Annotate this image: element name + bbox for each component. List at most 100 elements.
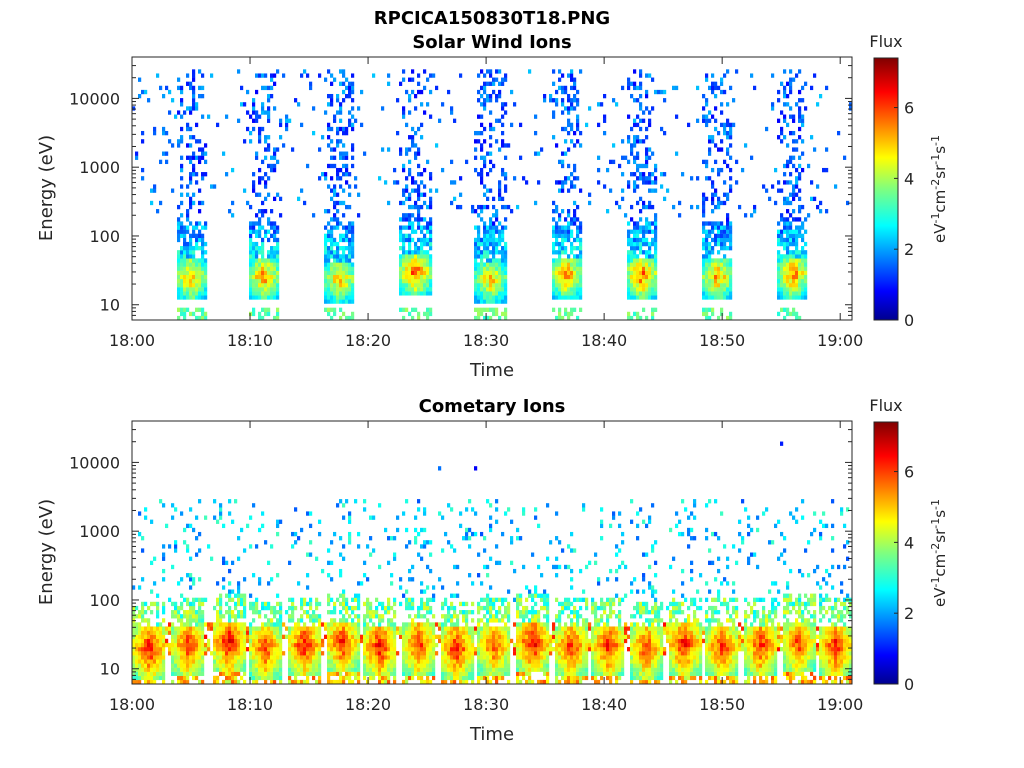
heatmap-cell	[405, 667, 409, 672]
heatmap-cell	[177, 315, 181, 321]
heatmap-cell	[252, 250, 256, 255]
heatmap-cell	[162, 130, 166, 136]
heatmap-cell	[312, 655, 316, 660]
heatmap-cell	[489, 151, 493, 156]
heatmap-cell	[156, 663, 160, 668]
heatmap-cell	[327, 299, 331, 304]
heatmap-cell	[477, 98, 481, 103]
heatmap-cell	[561, 184, 565, 189]
heatmap-cell	[147, 618, 151, 623]
heatmap-cell	[147, 622, 151, 627]
heatmap-cell	[498, 229, 502, 234]
heatmap-cell	[177, 675, 181, 681]
heatmap-cell	[726, 118, 730, 123]
heatmap-cell	[222, 659, 226, 664]
heatmap-cell	[156, 667, 160, 672]
heatmap-cell	[261, 225, 265, 230]
heatmap-cell	[267, 254, 271, 259]
heatmap-cell	[291, 679, 295, 685]
heatmap-cell	[717, 167, 721, 173]
heatmap-cell	[717, 241, 721, 247]
heatmap-cell	[243, 630, 247, 635]
heatmap-cell	[498, 93, 502, 99]
heatmap-cell	[162, 618, 166, 623]
heatmap-cell	[774, 167, 778, 173]
heatmap-cell	[717, 278, 721, 284]
heatmap-cell	[804, 287, 808, 292]
heatmap-cell	[420, 180, 424, 185]
heatmap-cell	[729, 278, 733, 284]
heatmap-cell	[228, 593, 232, 598]
heatmap-cell	[174, 659, 178, 664]
heatmap-cell	[318, 147, 322, 152]
heatmap-cell	[198, 147, 202, 152]
heatmap-cell	[402, 246, 406, 251]
heatmap-cell	[180, 139, 184, 144]
heatmap-cell	[630, 93, 634, 99]
heatmap-cell	[426, 237, 430, 243]
heatmap-cell	[348, 626, 352, 631]
heatmap-cell	[561, 85, 565, 91]
heatmap-cell	[339, 126, 343, 132]
heatmap-cell	[438, 638, 442, 644]
heatmap-cell	[552, 81, 556, 86]
heatmap-cell	[630, 229, 634, 234]
heatmap-cell	[408, 642, 412, 648]
heatmap-cell	[192, 85, 196, 91]
heatmap-cell	[183, 225, 187, 230]
heatmap-cell	[450, 544, 454, 549]
heatmap-cell	[390, 626, 394, 631]
heatmap-cell	[294, 638, 298, 644]
heatmap-cell	[564, 126, 568, 132]
heatmap-cell	[726, 270, 730, 275]
heatmap-cell	[786, 270, 790, 275]
heatmap-cell	[450, 601, 454, 607]
heatmap-cell	[300, 647, 304, 652]
heatmap-cell	[780, 266, 784, 271]
heatmap-cell	[414, 642, 418, 648]
heatmap-cell	[495, 283, 499, 288]
heatmap-cell	[228, 499, 232, 504]
heatmap-cell	[147, 638, 151, 644]
heatmap-cell	[387, 73, 391, 78]
heatmap-cell	[417, 196, 421, 202]
heatmap-cell	[180, 642, 184, 648]
heatmap-cell	[141, 139, 145, 144]
heatmap-cell	[309, 597, 313, 603]
heatmap-cell	[198, 626, 202, 631]
heatmap-cell	[189, 81, 193, 86]
heatmap-cell	[627, 254, 631, 259]
heatmap-cell	[276, 622, 280, 627]
heatmap-cell	[165, 159, 169, 165]
heatmap-cell	[225, 601, 229, 607]
heatmap-cell	[504, 102, 508, 107]
heatmap-cell	[198, 667, 202, 672]
heatmap-cell	[144, 651, 148, 656]
heatmap-cell	[396, 630, 400, 635]
heatmap-cell	[192, 311, 196, 317]
heatmap-cell	[198, 642, 202, 648]
heatmap-cell	[627, 81, 631, 86]
heatmap-cell	[453, 626, 457, 631]
heatmap-cell	[249, 634, 253, 639]
heatmap-cell	[729, 258, 733, 263]
heatmap-cell	[561, 151, 565, 156]
heatmap-cell	[729, 262, 733, 267]
heatmap-cell	[414, 130, 418, 136]
heatmap-cell	[486, 250, 490, 255]
heatmap-cell	[375, 671, 379, 676]
heatmap-cell	[327, 655, 331, 660]
heatmap-cell	[498, 241, 502, 247]
heatmap-cell	[276, 159, 280, 165]
heatmap-cell	[300, 667, 304, 672]
heatmap-cell	[252, 225, 256, 230]
heatmap-cell	[240, 675, 244, 681]
heatmap-cell	[336, 651, 340, 656]
heatmap-cell	[417, 291, 421, 296]
heatmap-cell	[258, 278, 262, 284]
heatmap-cell	[396, 626, 400, 631]
heatmap-cell	[408, 233, 412, 239]
heatmap-cell	[192, 163, 196, 169]
heatmap-cell	[330, 98, 334, 103]
heatmap-cell	[567, 262, 571, 267]
